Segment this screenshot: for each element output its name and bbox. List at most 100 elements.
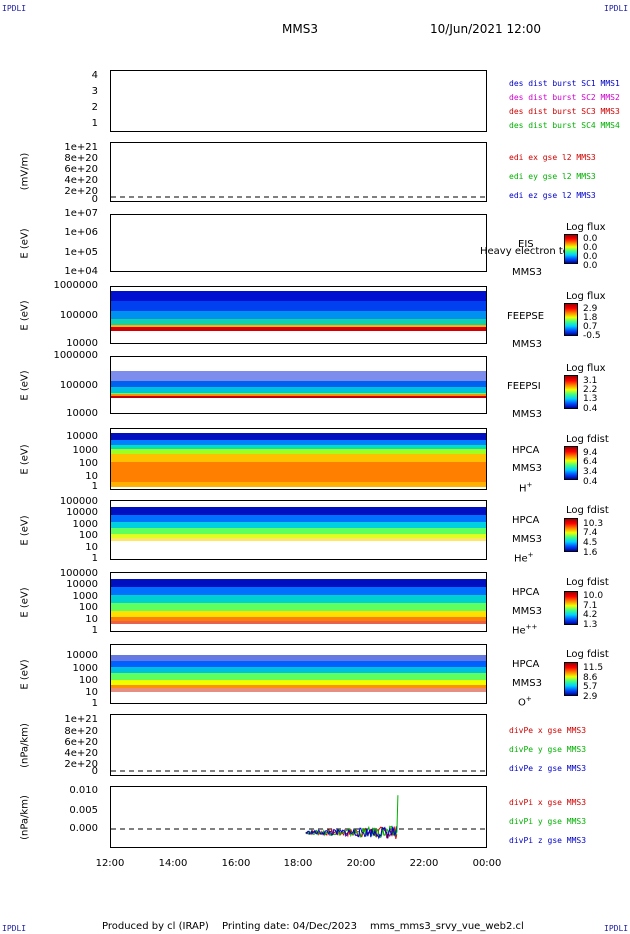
tick-label: 0 [91,194,98,205]
colorbar-title: Log fdist [566,649,609,660]
colorbar [564,591,578,625]
hpca-he-spectrogram [111,507,486,541]
tick-label: 1 [91,481,98,492]
spacecraft-label: MMS3 [512,463,542,474]
colorbar [564,518,578,552]
tick-label: 10000 [66,338,98,349]
species-charge: ++ [525,623,538,631]
tick-label: 2 [91,102,98,113]
colorbar-tick: 6.4 [583,457,598,467]
divpi-trace-z [305,825,398,840]
tick-label: 10000 [66,408,98,419]
tick-label: 1e+05 [64,247,98,258]
tick-label: 1000000 [53,280,98,291]
colorbar [564,234,578,264]
species-charge: + [526,481,533,489]
tick-label: 6e+20 [64,164,98,175]
legend-entry: divPi x gse MMS3 [509,798,587,807]
colorbar-tick: 0.7 [583,322,598,332]
legend-entry: divPi y gse MMS3 [509,817,587,826]
species-name: H [519,483,527,495]
datetime-title: 10/Jun/2021 12:00 [430,22,542,36]
x-tick-label: 20:00 [346,858,376,869]
colorbar-tick: 10.3 [583,519,604,529]
x-tick-label: 22:00 [409,858,439,869]
tick-label: 0.005 [69,805,98,816]
tick-label: 4e+20 [64,175,98,186]
tick-label: 100 [78,602,98,613]
tick-label: 8e+20 [64,726,98,737]
colorbar-tick: 9.4 [583,448,598,458]
instrument-label: HPCA [512,587,540,598]
x-tick-label: 14:00 [158,858,188,869]
colorbar-title: Log fdist [566,577,609,588]
panel-hpca-he2 [110,572,487,632]
tick-label: 100000 [59,568,98,579]
instrument-label: HPCA [512,659,540,670]
colorbar-tick: 5.7 [583,682,598,692]
tick-label: 10000 [66,431,98,442]
spacecraft-label: MMS3 [512,678,542,689]
tick-label: 1e+04 [64,266,98,277]
colorbar-tick: 4.5 [583,538,598,548]
footer-producer: Produced by cl (IRAP) [102,921,209,932]
spacecraft-label: MMS3 [512,339,542,350]
tick-label: 10 [85,614,98,625]
legend-entry: divPe z gse MMS3 [509,764,587,773]
colorbar [564,446,578,480]
hpca-o-spectrogram [111,655,486,692]
tick-label: 100000 [59,496,98,507]
tick-label: 1e+07 [64,208,98,219]
species-label: He+ [514,551,534,564]
tick-label: 100000 [59,310,98,321]
overlay-label: Heavy electron to [480,246,569,257]
hpca-h-spectrogram [111,433,486,487]
corner-label-br: IPDLI [604,924,629,933]
spacecraft-label: MMS3 [512,267,542,278]
tick-label: 3 [91,86,98,97]
tick-label: 10000 [66,650,98,661]
colorbar-title: Log flux [566,363,606,374]
corner-label-bl: IPDLI [2,924,27,933]
tick-label: 100000 [59,380,98,391]
colorbar-tick: 2.9 [583,304,598,314]
tick-label: 100 [78,530,98,541]
colorbar-tick: 0.0 [583,243,598,253]
corner-label-tl: IPDLI [2,4,27,13]
colorbar-title: Log flux [566,291,606,302]
tick-label: 1e+21 [64,714,98,725]
legend-entry: des dist burst SC3 MMS3 [509,107,620,116]
instrument-label: HPCA [512,515,540,526]
instrument-label: FEEPSI [507,381,541,392]
panel-hpca-o [110,644,487,704]
hpca-he2-spectrogram [111,579,486,624]
tick-label: 10 [85,687,98,698]
tick-label: 10 [85,471,98,482]
tick-label: 4 [91,70,98,81]
tick-label: 2e+20 [64,186,98,197]
y-axis-label: (nPa/km) [19,795,31,840]
tick-label: 1e+06 [64,227,98,238]
tick-label: 8e+20 [64,153,98,164]
legend-entry: des dist burst SC2 MMS2 [509,93,620,102]
legend-entry: edi ey gse l2 MMS3 [509,172,596,181]
x-tick-label: 18:00 [283,858,313,869]
spacecraft-label: MMS3 [512,534,542,545]
colorbar-title: Log fdist [566,434,609,445]
colorbar-tick: 1.6 [583,548,598,558]
tick-label: 1 [91,553,98,564]
tick-label: 1000 [72,445,98,456]
x-tick-label: 12:00 [95,858,125,869]
colorbar-tick: 7.1 [583,601,598,611]
legend-entry: divPe x gse MMS3 [509,726,587,735]
tick-label: 10000 [66,507,98,518]
tick-label: 1e+21 [64,142,98,153]
divpi-spike [396,795,399,833]
colorbar-tick: 1.8 [583,313,598,323]
colorbar-tick: 10.0 [583,591,604,601]
tick-label: 2e+20 [64,759,98,770]
species-name: He [514,553,528,565]
colorbar-tick: 0.0 [583,252,598,262]
tick-label: 100 [78,458,98,469]
spacecraft-label: MMS3 [512,409,542,420]
